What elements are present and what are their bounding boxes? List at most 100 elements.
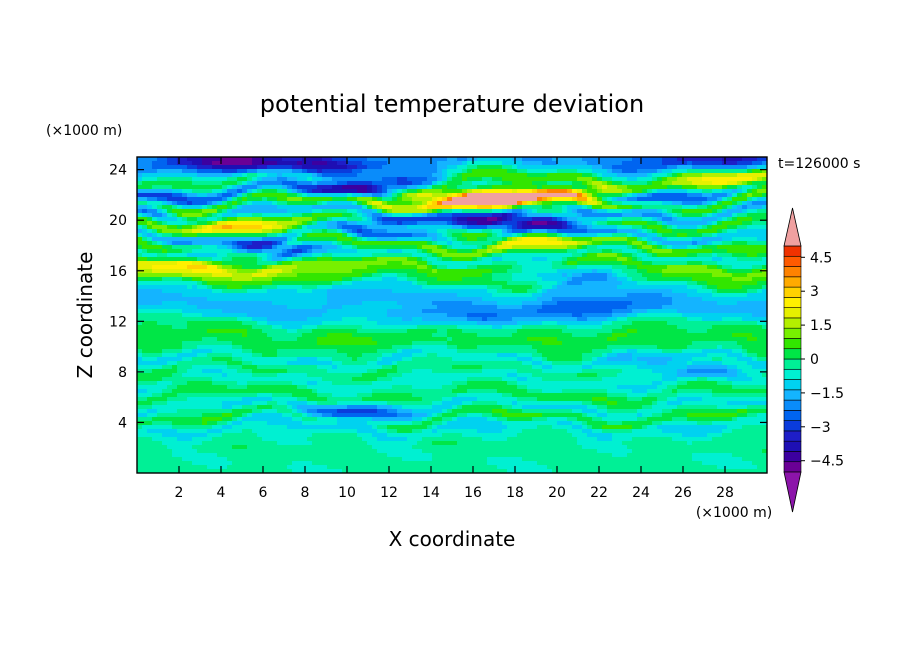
field-cell — [232, 189, 238, 194]
field-cell — [317, 209, 323, 214]
field-cell — [467, 313, 473, 318]
field-cell — [697, 273, 703, 278]
field-cell — [247, 265, 253, 270]
field-cell — [472, 257, 478, 262]
field-cell — [152, 257, 158, 262]
field-cell — [347, 237, 353, 242]
field-cell — [242, 257, 248, 262]
field-cell — [317, 221, 323, 226]
field-cell — [742, 229, 748, 234]
field-cell — [392, 301, 398, 306]
field-cell — [257, 217, 263, 222]
field-cell — [402, 185, 408, 190]
field-cell — [347, 229, 353, 234]
field-cell — [372, 301, 378, 306]
field-cell — [727, 209, 733, 214]
field-cell — [147, 181, 153, 186]
field-cell — [372, 197, 378, 202]
field-cell — [422, 185, 428, 190]
field-cell — [142, 297, 148, 302]
field-cell — [742, 265, 748, 270]
field-cell — [467, 193, 473, 198]
field-cell — [527, 273, 533, 278]
field-cell — [507, 197, 513, 202]
field-cell — [487, 209, 493, 214]
field-cell — [492, 213, 498, 218]
field-cell — [427, 209, 433, 214]
field-cell — [677, 269, 683, 274]
field-cell — [212, 285, 218, 290]
field-cell — [462, 225, 468, 230]
field-cell — [247, 165, 253, 170]
field-cell — [387, 165, 393, 170]
field-cell — [442, 301, 448, 306]
field-cell — [237, 193, 243, 198]
field-cell — [427, 241, 433, 246]
field-cell — [292, 257, 298, 262]
field-cell — [252, 157, 258, 162]
field-cell — [527, 197, 533, 202]
field-cell — [252, 181, 258, 186]
field-cell — [302, 181, 308, 186]
field-cell — [582, 233, 588, 238]
field-cell — [322, 189, 328, 194]
field-cell — [217, 165, 223, 170]
field-cell — [392, 233, 398, 238]
field-cell — [312, 261, 318, 266]
field-cell — [702, 237, 708, 242]
field-cell — [407, 177, 413, 182]
field-cell — [527, 277, 533, 282]
field-cell — [342, 257, 348, 262]
field-cell — [727, 217, 733, 222]
field-cell — [582, 205, 588, 210]
field-cell — [612, 309, 618, 314]
field-cell — [552, 233, 558, 238]
field-cell — [622, 265, 628, 270]
field-cell — [602, 193, 608, 198]
field-cell — [407, 265, 413, 270]
field-cell — [277, 213, 283, 218]
field-cell — [662, 205, 668, 210]
field-cell — [757, 281, 763, 286]
field-cell — [642, 237, 648, 242]
field-cell — [497, 313, 503, 318]
field-cell — [262, 181, 268, 186]
field-cell — [197, 169, 203, 174]
field-cell — [702, 185, 708, 190]
field-cell — [332, 217, 338, 222]
field-cell — [762, 241, 767, 246]
field-cell — [667, 281, 673, 286]
field-cell — [352, 261, 358, 266]
field-cell — [147, 241, 153, 246]
field-cell — [602, 157, 608, 162]
field-cell — [462, 189, 468, 194]
field-cell — [177, 209, 183, 214]
field-cell — [402, 249, 408, 254]
field-cell — [497, 309, 503, 314]
field-cell — [302, 313, 308, 318]
field-cell — [522, 285, 528, 290]
field-cell — [392, 269, 398, 274]
field-cell — [147, 297, 153, 302]
field-cell — [427, 237, 433, 242]
field-cell — [237, 197, 243, 202]
field-cell — [632, 201, 638, 206]
field-cell — [762, 177, 767, 182]
field-cell — [297, 269, 303, 274]
field-cell — [347, 185, 353, 190]
field-cell — [412, 249, 418, 254]
field-cell — [202, 273, 208, 278]
field-cell — [187, 245, 193, 250]
field-cell — [262, 193, 268, 198]
field-cell — [352, 301, 358, 306]
field-cell — [232, 301, 238, 306]
field-cell — [652, 161, 658, 166]
field-cell — [342, 217, 348, 222]
field-cell — [327, 273, 333, 278]
field-cell — [562, 165, 568, 170]
field-cell — [487, 173, 493, 178]
field-cell — [147, 157, 153, 162]
field-cell — [267, 193, 273, 198]
field-cell — [492, 157, 498, 162]
field-cell — [682, 213, 688, 218]
